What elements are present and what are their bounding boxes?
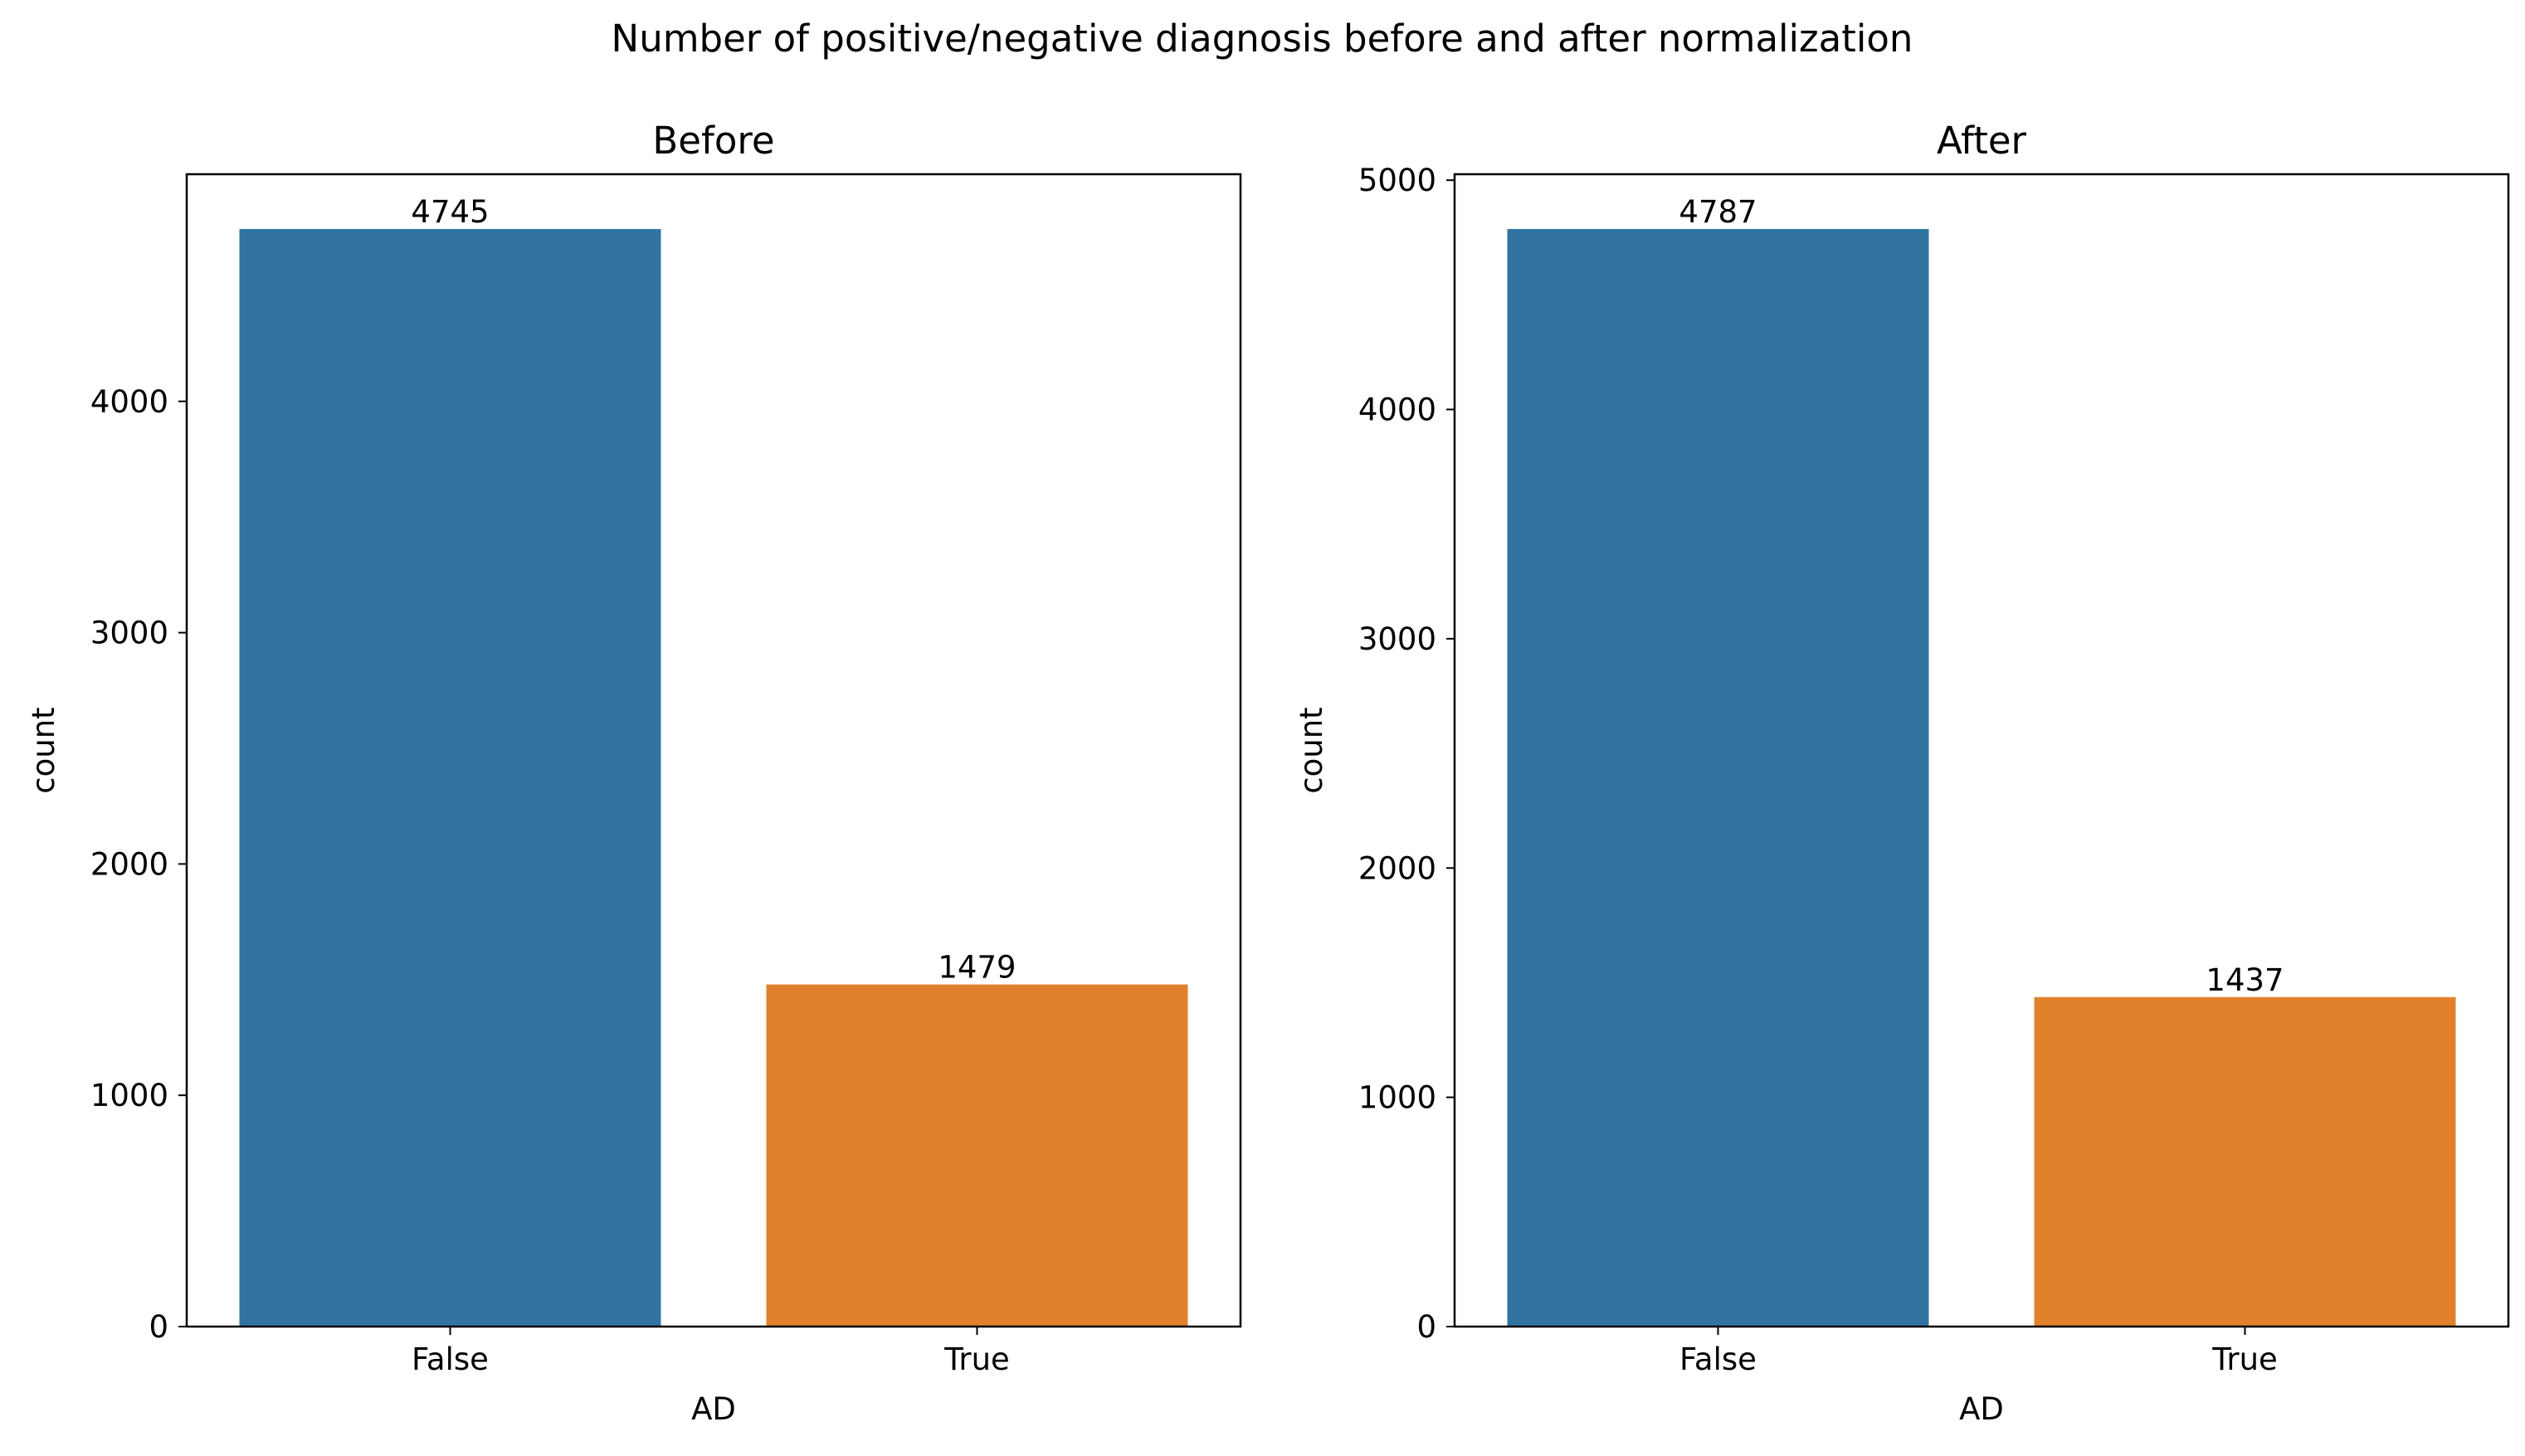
y-tick-label: 1000 bbox=[90, 1078, 168, 1113]
y-tick-label: 1000 bbox=[1358, 1080, 1436, 1116]
y-tick-label: 2000 bbox=[90, 846, 168, 882]
bar-false bbox=[239, 229, 661, 1327]
y-tick-label: 5000 bbox=[1358, 163, 1436, 198]
chart-before: 4745 False 1479 True 0 1000 2000 3000 4000 Before… bbox=[26, 119, 1242, 1427]
bar-true bbox=[766, 984, 1188, 1327]
x-tick-label: False bbox=[1679, 1342, 1757, 1377]
chart-after: 4787 False 1437 True 0 1000 2000 3000 4000 5000 Af… bbox=[1294, 119, 2510, 1427]
figure-title: Number of positive/negative diagnosis be… bbox=[612, 17, 1913, 61]
y-axis-label: count bbox=[1294, 707, 1329, 793]
y-tick-label: 3000 bbox=[1358, 621, 1436, 657]
plot-frame bbox=[1453, 173, 2510, 1328]
y-tick-label: 2000 bbox=[1358, 850, 1436, 886]
x-axis-label: AD bbox=[691, 1391, 736, 1427]
chart-title: Before bbox=[652, 119, 774, 163]
bar-false bbox=[1507, 229, 1929, 1327]
plot-frame bbox=[185, 173, 1242, 1328]
x-axis-label: AD bbox=[1959, 1391, 2004, 1427]
y-tick-label: 0 bbox=[149, 1309, 168, 1345]
x-tick-label: False bbox=[412, 1342, 489, 1377]
x-tick-label: True bbox=[2211, 1342, 2278, 1377]
x-tick-label: True bbox=[943, 1342, 1010, 1377]
y-tick-label: 4000 bbox=[90, 384, 168, 420]
bar-value-label: 4745 bbox=[411, 194, 489, 230]
bar-value-label: 1437 bbox=[2206, 962, 2284, 998]
bar-value-label: 4787 bbox=[1679, 194, 1757, 230]
chart-title: After bbox=[1937, 119, 2027, 163]
bar-true bbox=[2034, 996, 2456, 1327]
y-tick-label: 0 bbox=[1416, 1309, 1436, 1345]
bar-value-label: 1479 bbox=[938, 950, 1016, 986]
y-axis-label: count bbox=[26, 707, 61, 793]
y-tick-label: 4000 bbox=[1358, 392, 1436, 428]
y-tick-label: 3000 bbox=[90, 616, 168, 651]
